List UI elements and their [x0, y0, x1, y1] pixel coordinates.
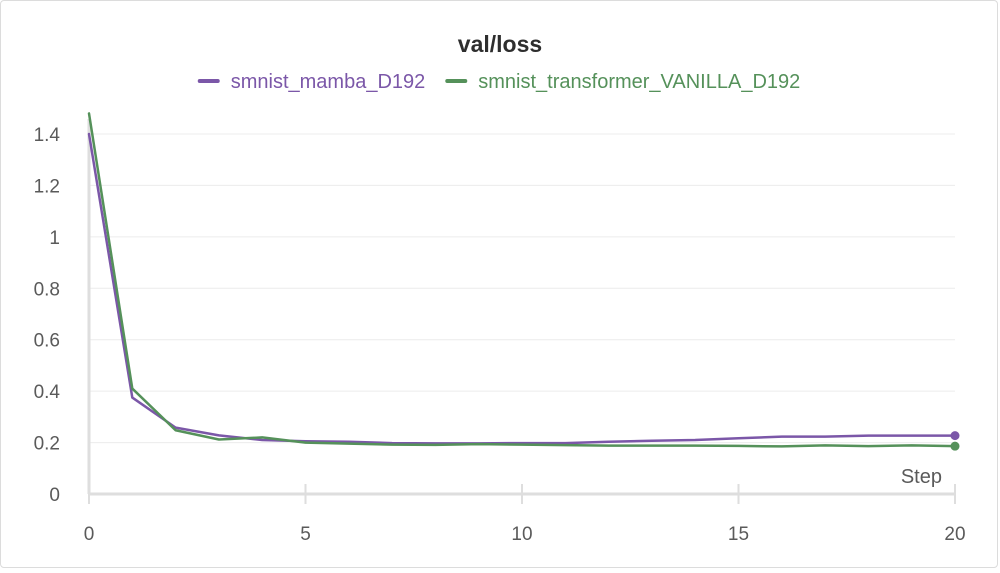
- y-tick-label: 1: [49, 228, 60, 249]
- legend: smnist_mamba_D192 smnist_transformer_VANI…: [197, 71, 800, 93]
- legend-item[interactable]: smnist_mamba_D192: [197, 71, 426, 93]
- y-tick-label: 0: [49, 485, 60, 506]
- x-axis-title: Step: [901, 466, 942, 488]
- series-end-point-1: [950, 441, 960, 451]
- series-end-point-0: [950, 431, 960, 441]
- x-tick-label: 0: [84, 524, 95, 545]
- x-axis-ticks: 0 5 10 15 20: [84, 484, 966, 545]
- grid-lines: [89, 133, 955, 444]
- x-tick-label: 20: [944, 524, 965, 545]
- y-tick-label: 0.2: [34, 434, 60, 455]
- legend-item[interactable]: smnist_transformer_VANILLA_D192: [445, 71, 800, 93]
- series-line-0: [87, 132, 957, 445]
- x-tick-label: 5: [300, 524, 311, 545]
- y-tick-label: 1.4: [34, 125, 61, 146]
- legend-label: smnist_transformer_VANILLA_D192: [478, 71, 800, 93]
- y-tick-label: 0.4: [34, 382, 61, 403]
- y-tick-label: 0.8: [34, 279, 60, 300]
- series-line-1: [87, 112, 957, 448]
- y-tick-label: 0.6: [34, 331, 60, 352]
- x-tick-label: 15: [728, 524, 749, 545]
- y-axis-ticks: 0 0.2 0.4 0.6 0.8 1 1.2 1.4: [34, 125, 61, 506]
- y-tick-label: 1.2: [34, 176, 60, 197]
- legend-label: smnist_mamba_D192: [231, 71, 426, 93]
- x-tick-label: 10: [511, 524, 532, 545]
- chart-title: val/loss: [458, 31, 542, 57]
- series-lines: [87, 112, 960, 451]
